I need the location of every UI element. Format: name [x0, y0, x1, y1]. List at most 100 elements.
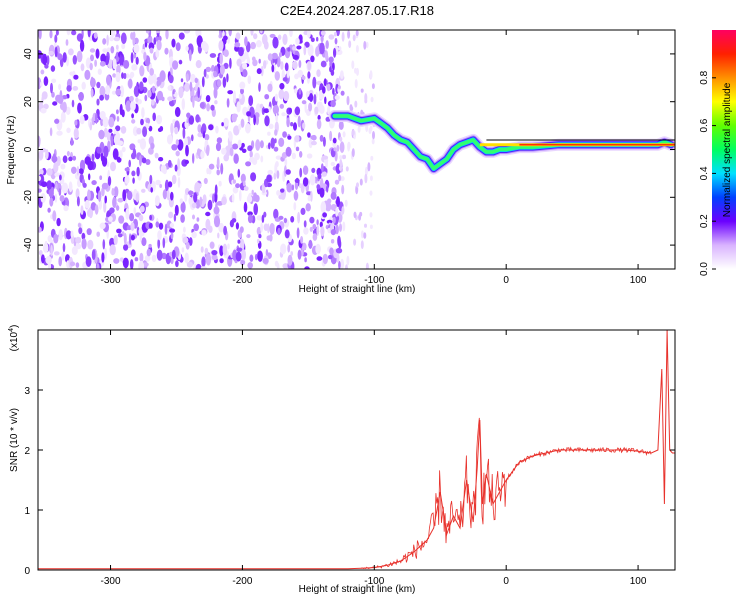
noise-cell [322, 253, 328, 265]
noise-cell [304, 266, 310, 269]
noise-cell [40, 81, 43, 88]
noise-cell [297, 115, 301, 128]
noise-cell [295, 37, 300, 45]
noise-cell [161, 252, 167, 260]
noise-cell [121, 43, 126, 50]
noise-cell [312, 76, 317, 89]
noise-cell [87, 209, 91, 217]
noise-cell [207, 168, 212, 175]
y-multiplier-label: (x104) [8, 325, 20, 352]
noise-cell [152, 112, 156, 122]
noise-cell [119, 54, 123, 66]
noise-cell [303, 45, 307, 56]
noise-cell [212, 193, 215, 204]
noise-cell [167, 181, 173, 188]
noise-cell [142, 126, 148, 138]
noise-cell [110, 30, 116, 37]
noise-cell [97, 68, 102, 75]
noise-cell [312, 233, 318, 241]
noise-cell [46, 168, 53, 176]
noise-cell [337, 235, 341, 247]
noise-cell [205, 218, 211, 230]
noise-cell [96, 231, 100, 237]
noise-cell [235, 183, 241, 189]
noise-cell [262, 258, 269, 264]
noise-cell [294, 73, 299, 80]
noise-cell [139, 231, 142, 243]
noise-cell [134, 37, 139, 44]
noise-cell [41, 254, 45, 264]
noise-cell [235, 222, 239, 230]
noise-cell [268, 106, 271, 112]
noise-cell [164, 223, 168, 235]
noise-cell [167, 85, 172, 91]
noise-cell [316, 69, 321, 77]
noise-cell [169, 228, 176, 233]
noise-cell [120, 125, 127, 134]
noise-cell [129, 73, 134, 79]
noise-cell [55, 30, 59, 36]
noise-cell [156, 39, 162, 51]
noise-cell [84, 156, 91, 165]
noise-cell [164, 179, 169, 192]
noise-cell [271, 64, 275, 73]
noise-cell [184, 252, 189, 264]
noise-cell [356, 182, 359, 188]
noise-cell [183, 30, 191, 34]
noise-cell [177, 158, 181, 170]
noise-cell [285, 169, 291, 175]
noise-cell [73, 74, 79, 80]
noise-cell [251, 56, 256, 62]
top-x-tick-label: -200 [232, 275, 252, 286]
noise-cell [158, 222, 164, 230]
noise-cell [327, 198, 332, 204]
noise-cell [194, 77, 198, 84]
noise-cell [65, 106, 71, 116]
top-x-tick-label: 0 [503, 275, 509, 286]
noise-cell [76, 50, 83, 63]
noise-cell [242, 69, 248, 78]
noise-cell [131, 119, 136, 124]
noise-cell [129, 213, 135, 222]
y-multiplier-exp: 4 [8, 328, 15, 332]
y-multiplier-close: ) [9, 325, 20, 328]
noise-cell [87, 239, 94, 250]
noise-cell [279, 103, 284, 109]
noise-cell [187, 43, 194, 56]
noise-cell [305, 203, 311, 212]
noise-cell [365, 41, 369, 49]
noise-cell [70, 137, 74, 146]
noise-cell [165, 30, 169, 40]
noise-cell [240, 118, 245, 128]
noise-cell [263, 60, 267, 69]
noise-cell [133, 43, 140, 54]
noise-cell [47, 235, 52, 243]
noise-cell [335, 247, 343, 254]
noise-cell [89, 48, 96, 53]
noise-cell [95, 112, 98, 125]
noise-cell [251, 189, 254, 195]
noise-cell [274, 129, 278, 136]
signal-track [328, 110, 675, 175]
noise-cell [339, 141, 345, 153]
noise-cell [259, 140, 264, 149]
noise-cell [201, 229, 207, 236]
noise-cell [46, 55, 50, 66]
noise-cell [308, 239, 313, 249]
noise-cell [300, 207, 306, 215]
noise-cell [88, 173, 91, 181]
noise-cell [117, 197, 124, 203]
noise-cell [334, 179, 340, 185]
noise-cell [307, 61, 312, 71]
noise-cell [351, 129, 355, 136]
noise-cell [369, 212, 373, 218]
noise-cell [223, 49, 229, 57]
noise-cell [81, 238, 87, 250]
noise-cell [200, 126, 204, 134]
noise-cell [170, 232, 174, 240]
noise-cell [103, 145, 109, 158]
noise-cell [38, 149, 44, 161]
noise-cell [291, 152, 296, 160]
noise-cell [147, 35, 153, 45]
noise-cell [310, 135, 317, 140]
